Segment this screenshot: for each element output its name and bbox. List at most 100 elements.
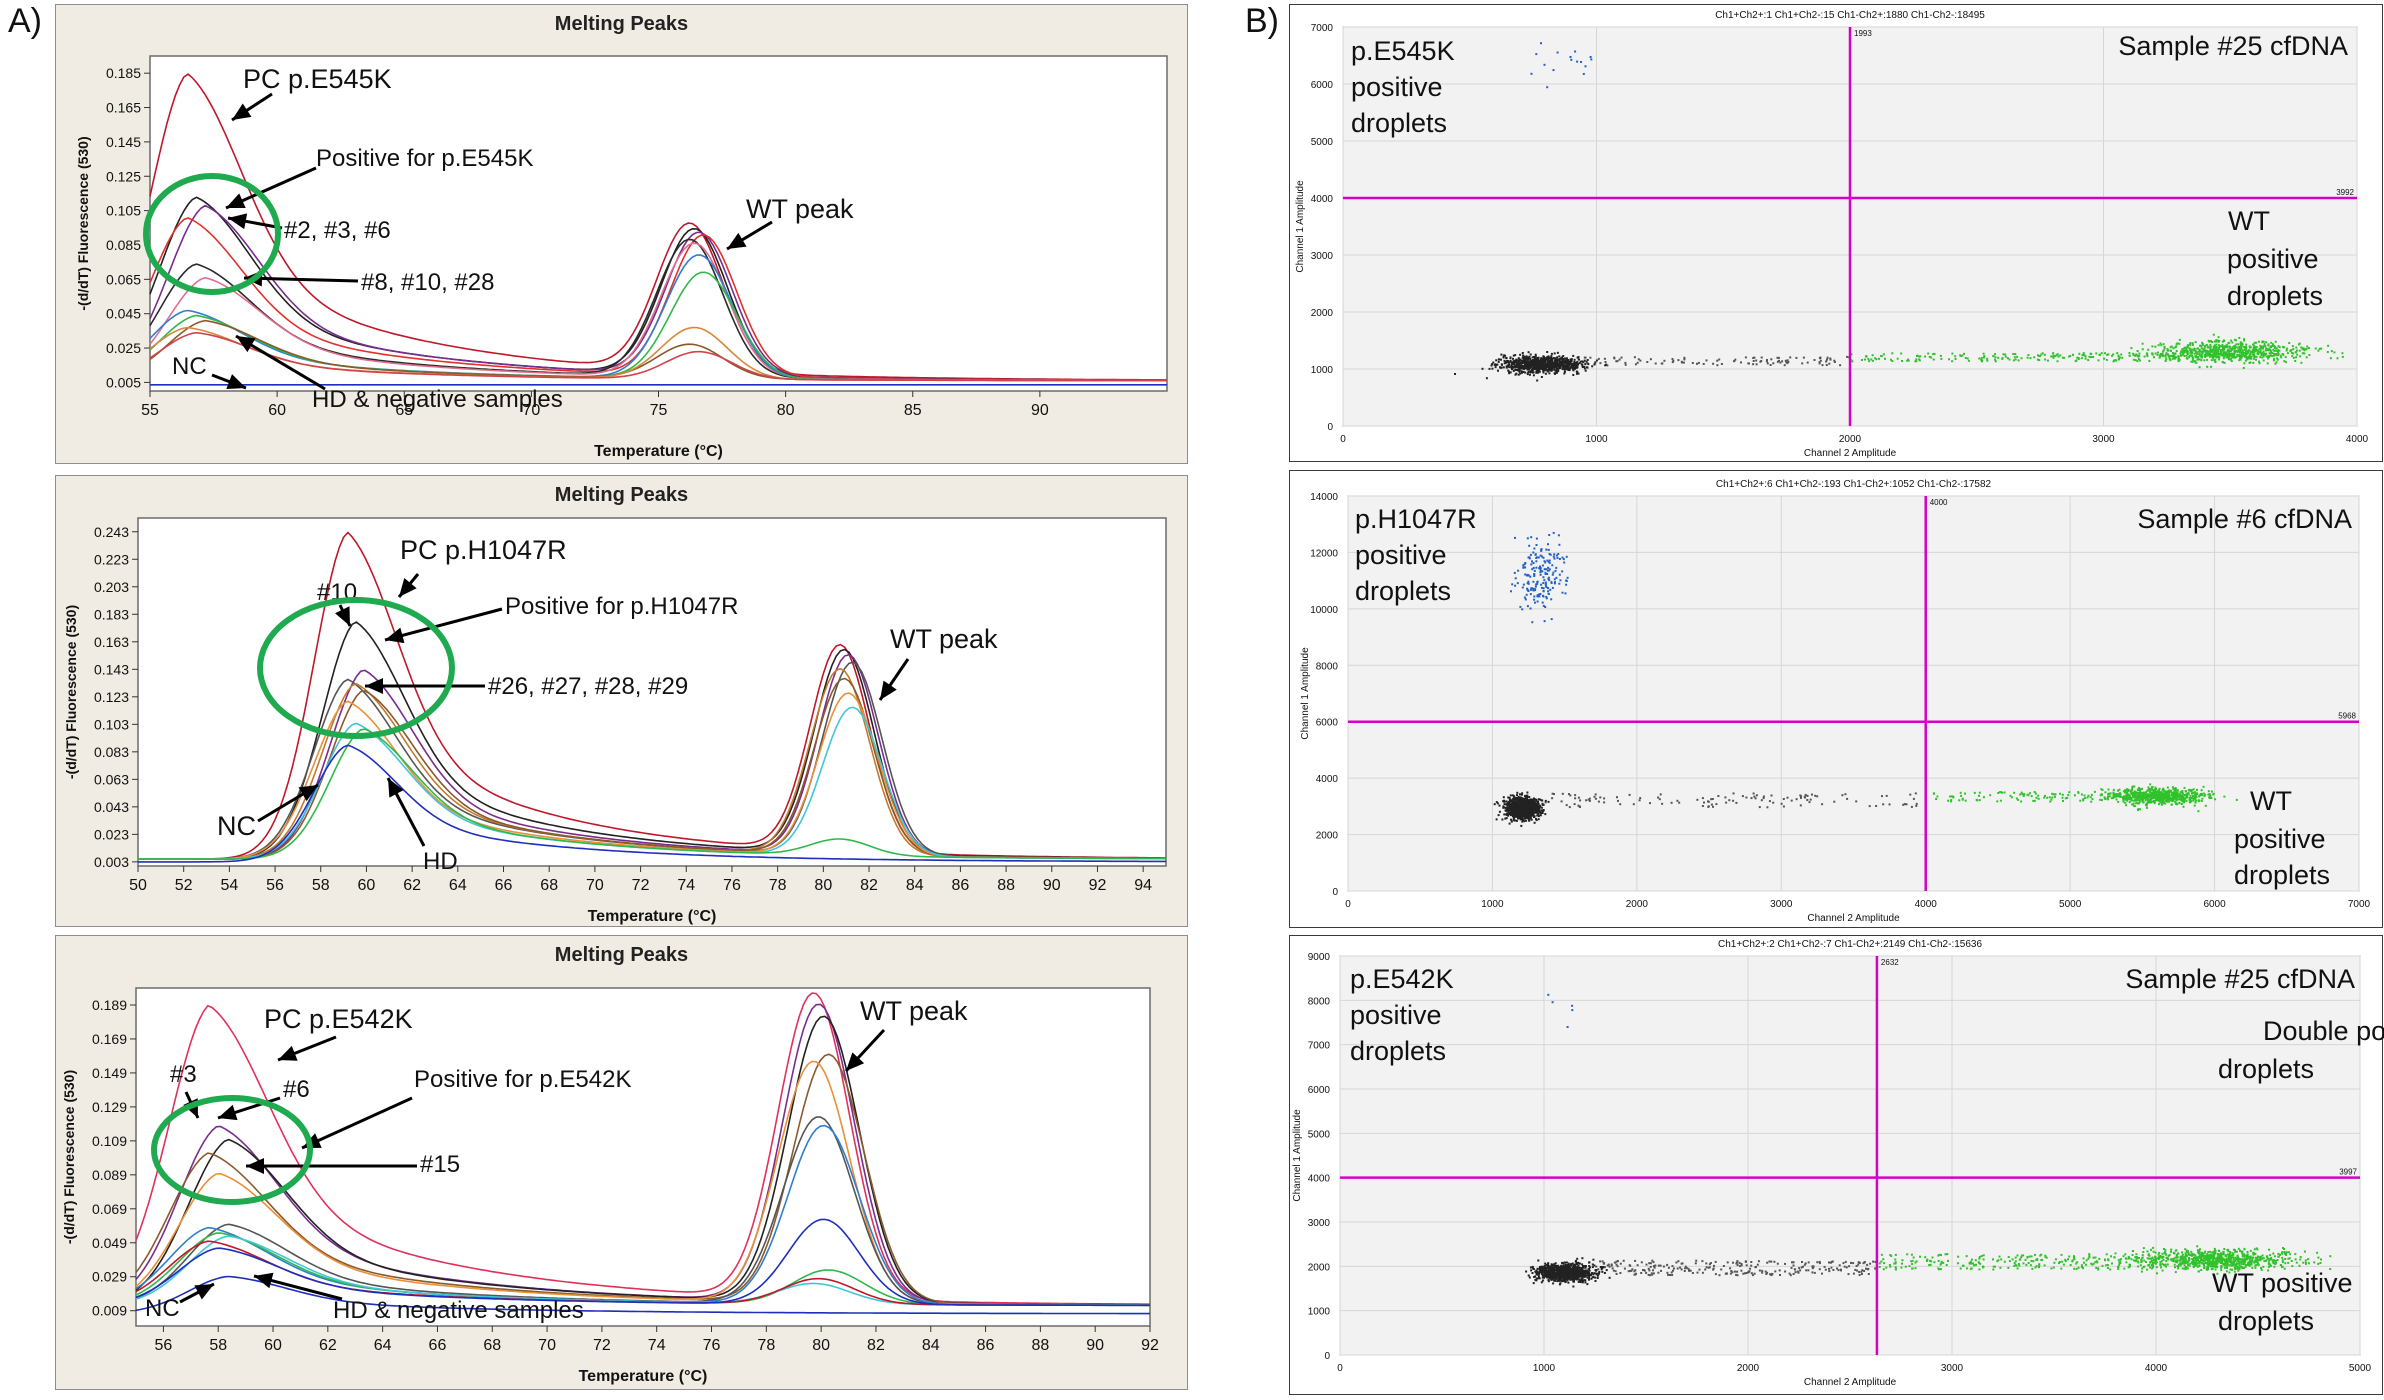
x-tick-label: 56	[155, 1337, 173, 1354]
panel-label-b: B)	[1245, 2, 1279, 40]
x-tick-label: 4000	[2346, 434, 2369, 445]
x-tick-label: 82	[867, 1337, 885, 1354]
x-axis-label: Channel 2 Amplitude	[1807, 913, 1900, 924]
chart-title: Melting Peaks	[554, 484, 689, 506]
y-axis-label: Channel 1 Amplitude	[1292, 1109, 1303, 1202]
mutant-label: p.E545K	[1351, 36, 1455, 66]
annotation-positive: Positive for p.E545K	[316, 145, 533, 172]
y-tick-label: 10000	[1310, 605, 1338, 616]
annotation-arrow	[844, 1028, 886, 1073]
x-tick-label: 92	[1089, 877, 1107, 894]
x-tick-label: 62	[319, 1337, 337, 1354]
y-tick-label: 0.105	[106, 203, 141, 219]
annotation-hd: HD	[423, 848, 458, 875]
droplet-points	[1493, 531, 2238, 827]
x-tick-label: 70	[538, 1337, 556, 1354]
mutant-label: p.E542K	[1350, 964, 1454, 994]
mutant-label: droplets	[1355, 576, 1451, 606]
annotation-arrow	[179, 1282, 215, 1304]
y-axis-label: Channel 1 Amplitude	[1300, 647, 1311, 740]
y-tick-label: 7000	[1308, 1041, 1331, 1052]
droplet-points	[1454, 42, 2344, 382]
x-axis-label: Temperature (°C)	[588, 908, 717, 925]
x-tick-label: 62	[403, 877, 421, 894]
annotation-arrow	[397, 573, 420, 598]
annotation-wt-peak: WT peak	[746, 194, 854, 224]
y-tick-label: 4000	[1311, 194, 1334, 205]
x-tick-label: 65	[395, 402, 413, 419]
x-tick-label: 4000	[2145, 1363, 2168, 1374]
melting-chart-2: 0.003 0.023 0.043 0.063 0.083 0.103 0.123 0.143…	[63, 517, 1167, 925]
y-tick-label: 0.129	[92, 1099, 127, 1115]
y-tick-label: 0.143	[94, 661, 129, 677]
mutant-label: positive	[1350, 1000, 1442, 1030]
y-tick-label: 8000	[1308, 996, 1331, 1007]
y-tick-label: 0.203	[94, 579, 129, 595]
x-tick-label: 58	[209, 1337, 227, 1354]
annotation-arrow	[227, 213, 283, 230]
x-tick-label: 0	[1337, 1363, 1343, 1374]
y-tick-label: 0.183	[94, 606, 129, 622]
mutant-label: p.H1047R	[1355, 504, 1477, 534]
x-tick-label: 84	[906, 877, 924, 894]
y-tick-label: 8000	[1316, 661, 1339, 672]
y-tick-label: 0.223	[94, 551, 129, 567]
threshold-y-value: 3997	[2339, 1168, 2357, 1177]
x-tick-label: 60	[264, 1337, 282, 1354]
x-tick-label: 70	[522, 402, 540, 419]
x-tick-label: 72	[632, 877, 650, 894]
y-tick-label: 0.145	[106, 134, 141, 150]
x-tick-label: 55	[141, 402, 159, 419]
x-tick-label: 92	[1141, 1337, 1159, 1354]
melt-curve-neg6	[135, 1218, 1150, 1307]
annotation-arrow	[878, 658, 910, 701]
annotation-arrow	[225, 166, 317, 210]
x-tick-label: 94	[1134, 877, 1152, 894]
sample-label: Sample #25 cfDNA	[2118, 31, 2348, 61]
x-tick-label: 84	[922, 1337, 940, 1354]
x-tick-label: 6000	[2203, 899, 2226, 910]
y-tick-label: 0.243	[94, 524, 129, 540]
annotation-samples-a: #2, #3, #6	[284, 217, 391, 244]
annotation-arrow	[726, 220, 773, 251]
y-tick-label: 0.063	[94, 771, 129, 787]
y-tick-label: 3000	[1308, 1218, 1331, 1229]
annotation-pc: PC p.E545K	[243, 64, 392, 94]
x-tick-label: 86	[977, 1337, 995, 1354]
x-tick-label: 3000	[1770, 899, 1793, 910]
y-tick-label: 0.025	[106, 340, 141, 356]
cluster-label: positive	[2227, 244, 2319, 274]
x-tick-label: 64	[374, 1337, 392, 1354]
x-tick-label: 0	[1340, 434, 1346, 445]
well-counts-header: Ch1+Ch2+:2 Ch1+Ch2-:7 Ch1-Ch2+:2149 Ch1-…	[1718, 939, 1983, 950]
positive-highlight-ellipse	[151, 1095, 313, 1205]
y-tick-label: 3000	[1311, 251, 1334, 262]
y-tick-label: 9000	[1308, 952, 1331, 963]
cluster-label: positive	[2234, 824, 2326, 854]
x-tick-label: 75	[650, 402, 668, 419]
y-tick-label: 0.029	[92, 1269, 127, 1285]
melt-curve-nc	[138, 744, 1166, 863]
mutant-label: droplets	[1350, 1036, 1446, 1066]
x-tick-label: 90	[1086, 1337, 1104, 1354]
x-tick-label: 2000	[1737, 1363, 1760, 1374]
x-tick-label: 58	[312, 877, 330, 894]
cluster-label: WT	[2228, 206, 2270, 236]
y-axis-label: -(d/dT) Fluorescence (530)	[75, 136, 91, 310]
annotation-nc: NC	[172, 353, 207, 380]
x-axis-label: Channel 2 Amplitude	[1804, 448, 1897, 459]
y-tick-label: 0.085	[106, 237, 141, 253]
annotation-positive: Positive for p.H1047R	[505, 593, 738, 620]
annotation-positive: Positive for p.E542K	[414, 1066, 631, 1093]
x-tick-label: 1000	[1585, 434, 1608, 445]
x-tick-label: 70	[586, 877, 604, 894]
x-tick-label: 64	[449, 877, 467, 894]
x-tick-label: 60	[268, 402, 286, 419]
y-tick-label: 4000	[1316, 774, 1339, 785]
annotation-arrow	[277, 1035, 337, 1062]
y-tick-label: 0.189	[92, 997, 127, 1013]
x-tick-label: 2000	[1626, 899, 1649, 910]
x-tick-label: 66	[495, 877, 513, 894]
threshold-x-value: 2632	[1881, 958, 1899, 967]
